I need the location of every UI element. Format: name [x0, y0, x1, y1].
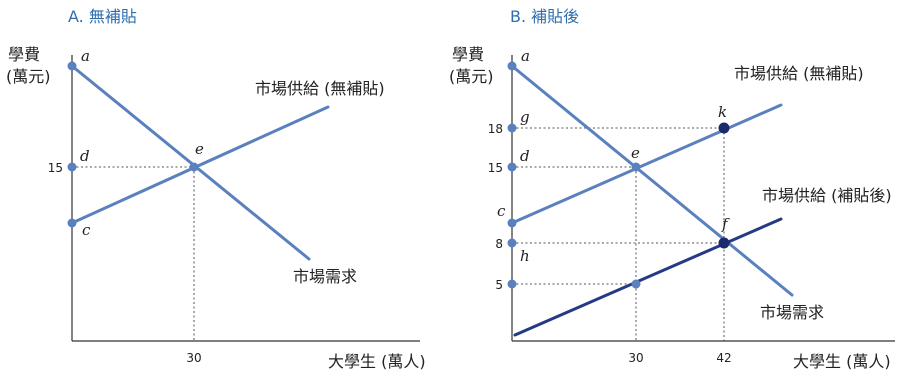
- panel-a-point-c: [67, 218, 77, 228]
- panel-b-ytick-18: 18: [488, 122, 503, 136]
- panel-b-xtick-30: 30: [628, 351, 643, 365]
- panel-a-title: A. 無補貼: [68, 7, 137, 26]
- panel-a-supply-label: 市場供給 (無補貼): [255, 79, 385, 98]
- panel-a-point-a: [67, 61, 77, 71]
- panel-b-subsidized-supply-line: [513, 217, 783, 337]
- panel-a-point-e: [189, 162, 199, 172]
- panel-b-ytick-5: 5: [495, 278, 503, 292]
- panel-a-label-c: c: [82, 221, 91, 239]
- panel-b-ylabel-line1: 學費: [452, 45, 484, 64]
- panel-b-label-h: h: [520, 247, 530, 265]
- panel-b-point-k: [718, 122, 730, 134]
- panel-b-label-k: k: [718, 103, 727, 121]
- panel-a-xtick-30: 30: [186, 351, 201, 365]
- panel-b-xtick-42: 42: [716, 351, 731, 365]
- panel-b-point-g: [507, 123, 517, 133]
- panel-a-label-a: a: [81, 47, 90, 65]
- panel-b-label-f: f: [721, 215, 730, 233]
- panel-b-point-h: [507, 238, 517, 248]
- panel-b-title: B. 補貼後: [510, 7, 579, 26]
- panel-b-xlabel: 大學生 (萬人): [793, 352, 891, 371]
- panel-b-label-a: a: [521, 47, 530, 65]
- panel-b: B. 補貼後 學費 (萬元) 大學生 (萬人) a g d c h e k f …: [449, 7, 895, 371]
- panel-b-point-f: [718, 237, 730, 249]
- panel-b-label-e: e: [631, 144, 640, 162]
- panel-a-demand-line: [70, 64, 311, 261]
- panel-a-demand-label: 市場需求: [293, 267, 357, 286]
- panel-b-label-c: c: [497, 202, 506, 220]
- panel-a-label-e: e: [195, 140, 204, 158]
- panel-b-point-a: [507, 61, 517, 71]
- panel-a: A. 無補貼 學費 (萬元) 大學生 (萬人) a d c e 15 30 市場…: [6, 7, 426, 371]
- panel-b-supply-line: [510, 103, 783, 225]
- panel-b-ytick-15: 15: [488, 161, 503, 175]
- panel-b-subsidized-supply-label: 市場供給 (補貼後): [762, 186, 892, 205]
- panel-a-supply-line: [70, 105, 330, 225]
- panel-b-demand-line: [510, 64, 794, 297]
- panel-b-point-d: [507, 162, 517, 172]
- panel-b-point-e: [631, 162, 641, 172]
- panel-b-ytick-8: 8: [495, 237, 503, 251]
- panel-b-point-c: [507, 218, 517, 228]
- panel-a-xlabel: 大學生 (萬人): [328, 352, 426, 371]
- panel-a-ytick-15: 15: [48, 161, 63, 175]
- panel-b-demand-label: 市場需求: [760, 303, 824, 322]
- panel-b-point-30-5: [631, 279, 641, 289]
- panel-b-label-g: g: [520, 108, 530, 126]
- panel-a-point-d: [67, 162, 77, 172]
- panel-a-ylabel-line2: (萬元): [6, 67, 51, 86]
- panel-a-label-d: d: [80, 147, 90, 165]
- panel-b-ylabel-line2: (萬元): [449, 67, 494, 86]
- panel-b-label-d: d: [520, 147, 530, 165]
- panel-a-ylabel-line1: 學費: [8, 45, 40, 64]
- panel-b-point-5: [507, 279, 517, 289]
- panel-b-supply-label: 市場供給 (無補貼): [734, 64, 864, 83]
